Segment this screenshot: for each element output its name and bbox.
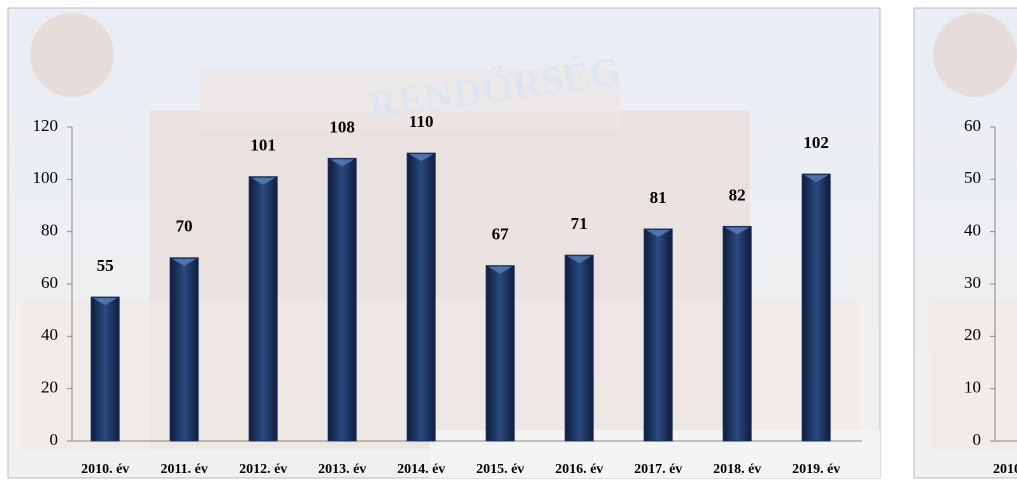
- y-tick-label: 0: [50, 430, 59, 449]
- bar-highlight: [725, 227, 750, 235]
- bar: [801, 173, 831, 442]
- y-tick-label: 20: [41, 378, 58, 397]
- bar: [722, 225, 752, 442]
- y-tick-label: 30: [964, 273, 981, 292]
- bar-highlight: [93, 298, 118, 306]
- y-tick-label: 40: [41, 325, 58, 344]
- y-tick-label: 60: [41, 273, 58, 292]
- bar-highlight: [646, 230, 671, 238]
- x-tick-label: 2016. év: [555, 462, 603, 477]
- y-tick-label: 0: [973, 430, 982, 449]
- x-tick-label: 2014. év: [397, 462, 445, 477]
- value-label: 81: [650, 188, 667, 207]
- x-tick-label: 2019. év: [792, 462, 840, 477]
- bar: [564, 254, 594, 442]
- bar: [327, 157, 357, 442]
- y-tick-label: 10: [964, 378, 981, 397]
- value-label: 82: [729, 185, 746, 204]
- bar: [248, 176, 278, 442]
- value-label: 67: [492, 225, 510, 244]
- bar: [406, 152, 436, 442]
- bar-highlight: [172, 258, 197, 266]
- y-tick-label: 120: [33, 116, 59, 135]
- y-tick-label: 60: [964, 116, 981, 135]
- y-tick-label: 20: [964, 325, 981, 344]
- y-tick-label: 40: [964, 221, 981, 240]
- bar-highlight: [804, 175, 829, 183]
- y-tick-label: 100: [33, 168, 59, 187]
- x-tick-label: 2015. év: [476, 462, 524, 477]
- x-tick-label: 2010. év: [81, 462, 129, 477]
- value-label: 110: [409, 112, 434, 131]
- bar: [90, 296, 120, 442]
- x-tick-label: 2017. év: [634, 462, 682, 477]
- value-label: 70: [176, 217, 193, 236]
- x-tick-label: 2012. év: [239, 462, 287, 477]
- value-label: 55: [97, 256, 114, 275]
- x-tick-label: 2011. év: [160, 462, 207, 477]
- value-label: 71: [571, 214, 588, 233]
- bar-highlight: [251, 177, 276, 185]
- value-label: 102: [803, 133, 829, 152]
- bar-highlight: [567, 256, 592, 264]
- x-tick-label: 2010. év: [993, 462, 1017, 477]
- y-tick-label: 50: [964, 168, 981, 187]
- bar: [643, 228, 673, 442]
- bar-highlight: [409, 154, 434, 162]
- bar-highlight: [330, 159, 355, 167]
- x-tick-label: 2018. év: [713, 462, 761, 477]
- bar: [485, 265, 515, 442]
- bar: [169, 257, 199, 442]
- value-label: 108: [329, 117, 355, 136]
- chart-background: [913, 7, 1017, 479]
- value-label: 101: [250, 136, 276, 155]
- y-tick-label: 80: [41, 221, 58, 240]
- bar-highlight: [488, 266, 513, 274]
- x-tick-label: 2013. év: [318, 462, 366, 477]
